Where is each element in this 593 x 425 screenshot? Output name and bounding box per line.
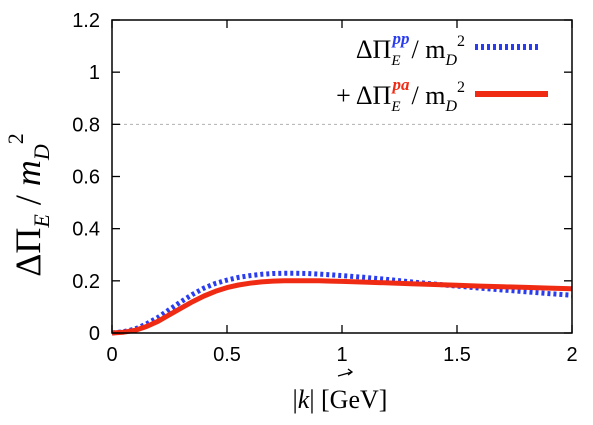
legend-pa-sup: pa	[390, 75, 410, 94]
series-layer	[111, 270, 573, 336]
y-tick-label: 1	[89, 62, 100, 84]
legend-pp-delta: ΔΠ	[356, 35, 392, 64]
legend-pa-prefix: +	[336, 81, 356, 110]
legend-pp-msup: 2	[457, 33, 465, 50]
vector-arrow-icon	[337, 368, 354, 377]
series-line-pp	[111, 270, 573, 336]
x-tick-label: 0.5	[213, 344, 241, 366]
y-label-m: m	[8, 160, 48, 186]
legend-pp-sub: E	[390, 53, 400, 69]
x-tick-label: 0	[106, 344, 117, 366]
x-tick-label: 1.5	[443, 344, 471, 366]
legend-pa-msup: 2	[457, 79, 465, 96]
x-label-vec: k	[298, 385, 310, 414]
legend-entry-pa: + ΔΠEpa/ mD2	[336, 75, 465, 115]
y-tick-label: 0.8	[72, 114, 100, 136]
x-label-post: | [GeV]	[309, 385, 387, 414]
x-axis-label: |k| [GeV]	[293, 385, 388, 414]
legend-pp-rest: / m	[411, 35, 445, 64]
y-label-sub: E	[29, 214, 54, 229]
y-tick-label: 0.6	[72, 167, 100, 189]
series-line-pa	[111, 278, 573, 336]
x-tick-label: 1	[336, 344, 347, 366]
x-tick-label: 2	[566, 344, 577, 366]
legend: ΔΠEpp/ mD2 + ΔΠEpa/ mD2	[336, 29, 548, 115]
y-tick-label: 0.4	[72, 219, 100, 241]
legend-pp-msub: D	[444, 52, 457, 69]
legend-pa-delta: ΔΠ	[356, 81, 392, 110]
y-label-sup: 2	[3, 133, 28, 144]
y-label-slash: /	[8, 186, 48, 214]
y-tick-label: 1.2	[72, 10, 100, 32]
legend-pa-rest: / m	[411, 81, 445, 110]
legend-pp-sup: pp	[390, 29, 409, 48]
legend-entry-pp: ΔΠEpp/ mD2	[356, 29, 465, 69]
x-label-pre: |	[293, 385, 298, 414]
legend-pa-sub: E	[390, 99, 400, 115]
axis-ticks: 0 0.5 1 1.5 2 0 0.2 0.4 0.6 0.8 1 1.2	[72, 10, 577, 366]
y-label-delta: ΔΠ	[8, 228, 48, 277]
y-tick-label: 0	[89, 323, 100, 345]
y-tick-label: 0.2	[72, 271, 100, 293]
legend-pa-msub: D	[444, 98, 457, 115]
y-label-msub: D	[29, 144, 54, 161]
y-axis-label: ΔΠE / mD2	[3, 133, 54, 277]
